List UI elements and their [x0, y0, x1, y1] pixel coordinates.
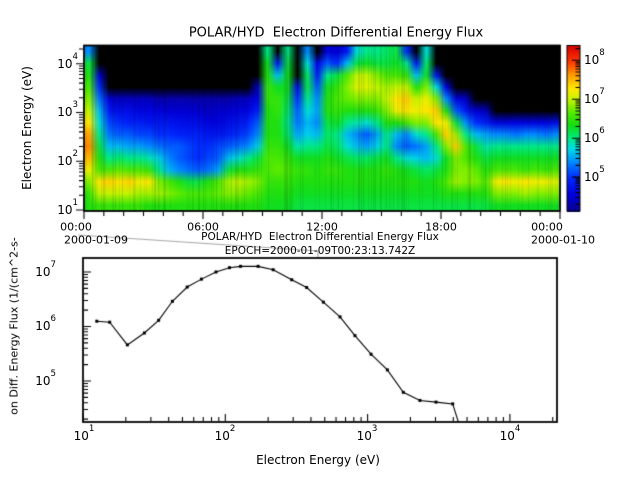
tick-base: 10 — [57, 57, 73, 71]
colorbar-tick-10e6: 106 — [584, 127, 605, 145]
tick-exp: 7 — [599, 87, 605, 98]
tick-base: 10 — [584, 53, 600, 67]
tick-exp: 2 — [72, 149, 79, 160]
top-x-tick-0000-right: 00:00 — [531, 220, 563, 234]
tick-base: 10 — [57, 203, 73, 217]
top-plot-title: POLAR/HYD Electron Differential Energy F… — [188, 25, 484, 41]
bottom-x-tick-10e1: 101 — [73, 425, 95, 443]
bottom-y-tick-10e7: 107 — [35, 261, 56, 279]
tick-exp: 1 — [88, 424, 95, 435]
tick-base: 10 — [35, 265, 51, 279]
tick-base: 10 — [35, 374, 51, 388]
tick-base: 10 — [584, 92, 600, 106]
tick-base: 10 — [584, 131, 600, 145]
bottom-y-tick-10e5: 105 — [35, 370, 56, 388]
tick-base: 10 — [356, 429, 372, 443]
top-y-tick-10e3: 103 — [57, 101, 78, 119]
tick-exp: 3 — [371, 424, 378, 435]
bottom-x-tick-10e3: 103 — [356, 425, 378, 443]
top-x-tick-0000-left: 00:00 — [60, 220, 92, 234]
tick-exp: 2 — [229, 424, 236, 435]
tick-exp: 5 — [599, 165, 605, 176]
bottom-x-tick-10e4: 104 — [499, 425, 521, 443]
colorbar-tick-10e7: 107 — [584, 88, 605, 106]
top-y-tick-10e2: 102 — [57, 150, 78, 168]
tick-exp: 6 — [599, 126, 605, 137]
tick-base: 10 — [584, 170, 600, 184]
top-x-tick-0600: 06:00 — [187, 220, 219, 234]
top-y-tick-10e1: 101 — [57, 199, 78, 217]
colorbar-tick-10e8: 108 — [584, 49, 605, 67]
tick-exp: 5 — [50, 369, 57, 380]
tick-base: 10 — [214, 429, 230, 443]
tick-exp: 3 — [72, 100, 79, 111]
tick-exp: 8 — [599, 48, 605, 59]
start-date-label: 2000-01-09 — [64, 233, 128, 247]
bottom-y-tick-10e6: 106 — [35, 315, 56, 333]
tick-exp: 4 — [72, 52, 79, 63]
tick-exp: 4 — [514, 424, 521, 435]
top-plot-y-axis-label: Electron Energy (eV) — [20, 66, 34, 190]
tick-exp: 6 — [50, 314, 57, 325]
top-x-tick-1800: 18:00 — [425, 220, 457, 234]
tick-base: 10 — [499, 429, 515, 443]
bottom-plot-x-axis-label: Electron Energy (eV) — [256, 453, 380, 467]
tick-exp: 1 — [72, 198, 79, 209]
bottom-plot-title: POLAR/HYD Electron Differential Energy F… — [201, 230, 439, 243]
epoch-label: EPOCH=2000-01-09T00:23:13.742Z — [224, 244, 416, 257]
colorbar-tick-10e5: 105 — [584, 166, 605, 184]
tick-base: 10 — [73, 429, 89, 443]
bottom-x-tick-10e2: 102 — [214, 425, 236, 443]
end-date-label: 2000-01-10 — [531, 233, 595, 247]
tick-base: 10 — [35, 319, 51, 333]
tick-base: 10 — [57, 105, 73, 119]
top-y-tick-10e4: 104 — [57, 53, 78, 71]
top-x-tick-1200: 12:00 — [306, 220, 338, 234]
tick-exp: 7 — [50, 260, 57, 271]
tick-base: 10 — [57, 154, 73, 168]
bottom-plot-y-axis-label: on Diff. Energy Flux (1/(cm^2-s- — [7, 237, 21, 415]
